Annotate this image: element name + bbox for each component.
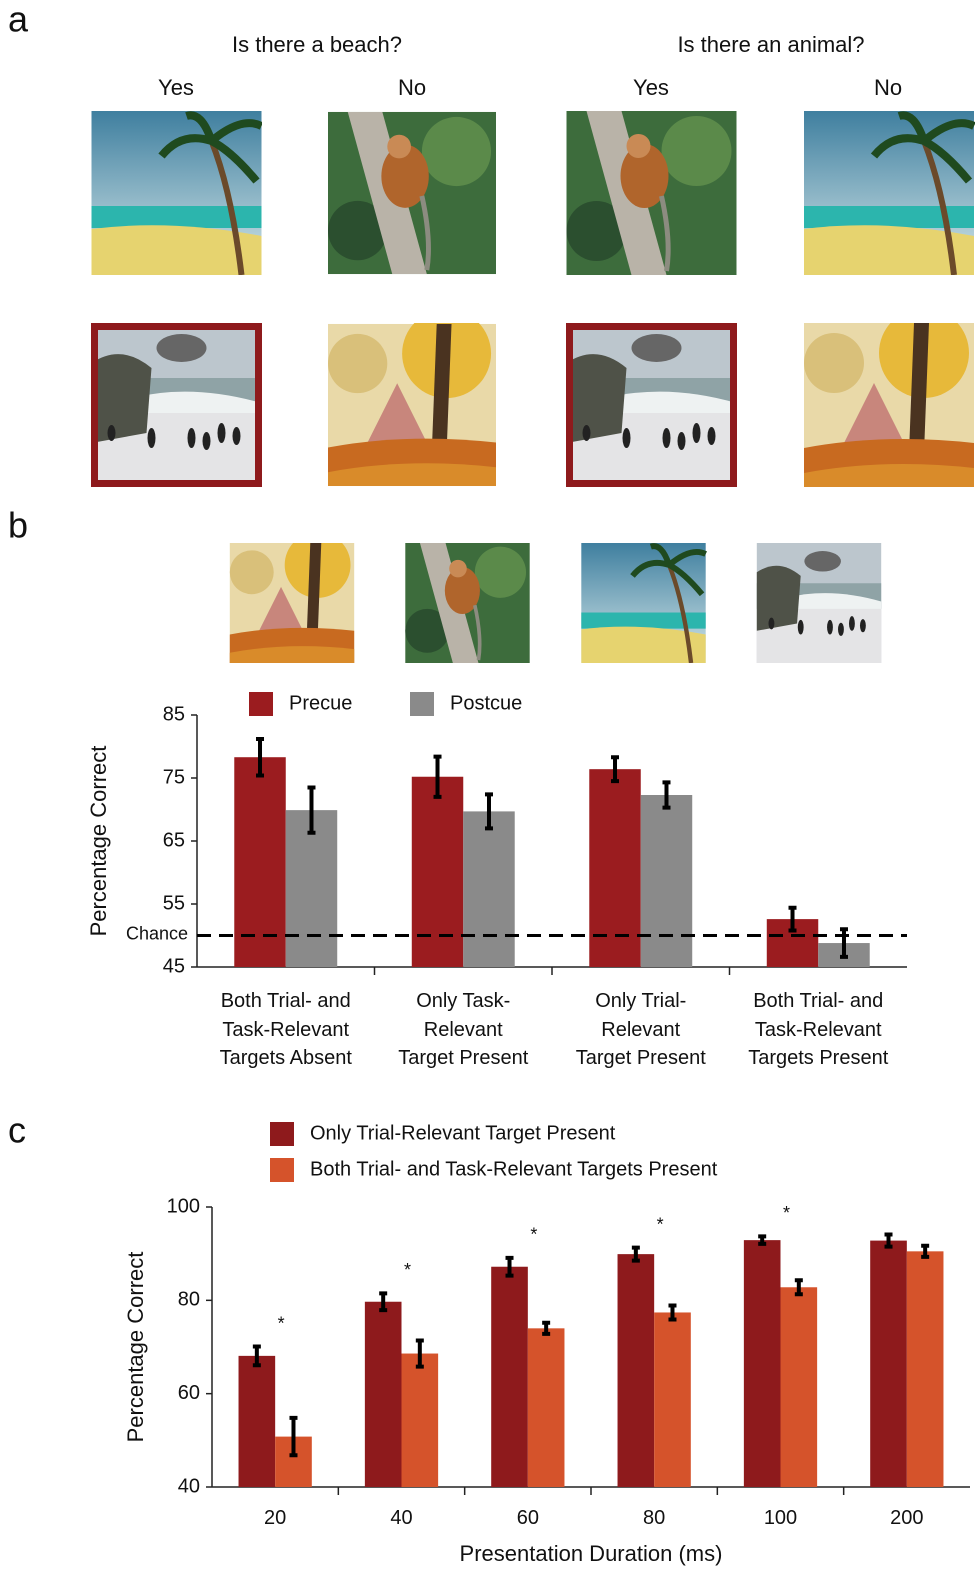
question: Is there an animal? — [677, 32, 864, 57]
x-axis-label: Presentation Duration (ms) — [460, 1541, 723, 1566]
bar — [365, 1302, 402, 1487]
legend-label: Only Trial-Relevant Target Present — [310, 1122, 616, 1144]
significance-marker: * — [530, 1225, 537, 1245]
panel-label: a — [8, 0, 29, 40]
x-tick-label: Both Trial- and Task-Relevant Targets Pr… — [728, 987, 908, 1073]
bar — [654, 1312, 691, 1487]
bar — [491, 1267, 528, 1487]
image — [328, 309, 496, 486]
image — [230, 532, 354, 663]
significance-marker: * — [404, 1260, 411, 1280]
image — [757, 543, 881, 663]
y-tick-label: 100 — [167, 1195, 200, 1217]
figure-canvas: a b c Is there a beach? Is there an anim… — [0, 0, 979, 1593]
image — [92, 323, 262, 487]
y-tick-label: 45 — [163, 955, 185, 977]
image — [581, 543, 705, 663]
image — [804, 308, 974, 487]
y-tick-label: 55 — [163, 892, 185, 914]
bar — [402, 1354, 439, 1487]
x-tick-label: Only Task- Relevant Target Present — [373, 987, 553, 1073]
question: Is there a beach? — [232, 32, 402, 57]
legend-label: Precue — [289, 692, 352, 714]
significance-marker: * — [657, 1214, 664, 1234]
image — [92, 111, 262, 275]
bar — [463, 811, 514, 967]
y-axis-label: Percentage Correct — [123, 1252, 148, 1443]
y-tick-label: 60 — [178, 1382, 200, 1404]
error-bar — [921, 1246, 929, 1257]
x-tick-label: Only Trial- Relevant Target Present — [551, 987, 731, 1073]
bar — [781, 1287, 818, 1487]
image — [328, 112, 496, 274]
bar — [744, 1240, 781, 1487]
bar — [239, 1356, 276, 1487]
figure: a b c Is there a beach? Is there an anim… — [0, 0, 979, 1593]
legend-label: Both Trial- and Task-Relevant Targets Pr… — [310, 1158, 718, 1180]
image — [567, 323, 737, 487]
bar — [618, 1254, 655, 1487]
x-tick-label: 200 — [817, 1504, 979, 1533]
image — [804, 111, 974, 275]
image — [567, 111, 737, 275]
legend-swatch — [249, 692, 273, 716]
answer: Yes — [158, 75, 194, 100]
y-axis-label: Percentage Correct — [86, 746, 111, 937]
y-tick-label: 65 — [163, 829, 185, 851]
panel-label: c — [8, 1110, 26, 1151]
image — [405, 543, 529, 663]
y-tick-label: 80 — [178, 1289, 200, 1311]
bar — [528, 1328, 565, 1487]
y-tick-label: 40 — [178, 1475, 200, 1497]
bar — [412, 777, 463, 967]
bar — [907, 1251, 944, 1487]
panel-label: b — [8, 505, 28, 546]
legend-label: Postcue — [450, 692, 522, 714]
bar — [641, 795, 692, 967]
significance-marker: * — [278, 1313, 285, 1333]
x-tick-label: Both Trial- and Task-Relevant Targets Ab… — [196, 987, 376, 1073]
bar — [870, 1241, 907, 1487]
legend-swatch — [270, 1122, 294, 1146]
error-bar — [542, 1323, 550, 1334]
answer: Yes — [633, 75, 669, 100]
legend-swatch — [270, 1158, 294, 1182]
significance-marker: * — [783, 1203, 790, 1223]
bar — [589, 769, 640, 967]
y-tick-label: 75 — [163, 766, 185, 788]
legend-swatch — [410, 692, 434, 716]
answer: No — [398, 75, 426, 100]
answer: No — [874, 75, 902, 100]
reference-line-label: Chance — [126, 923, 188, 943]
y-tick-label: 85 — [163, 703, 185, 725]
